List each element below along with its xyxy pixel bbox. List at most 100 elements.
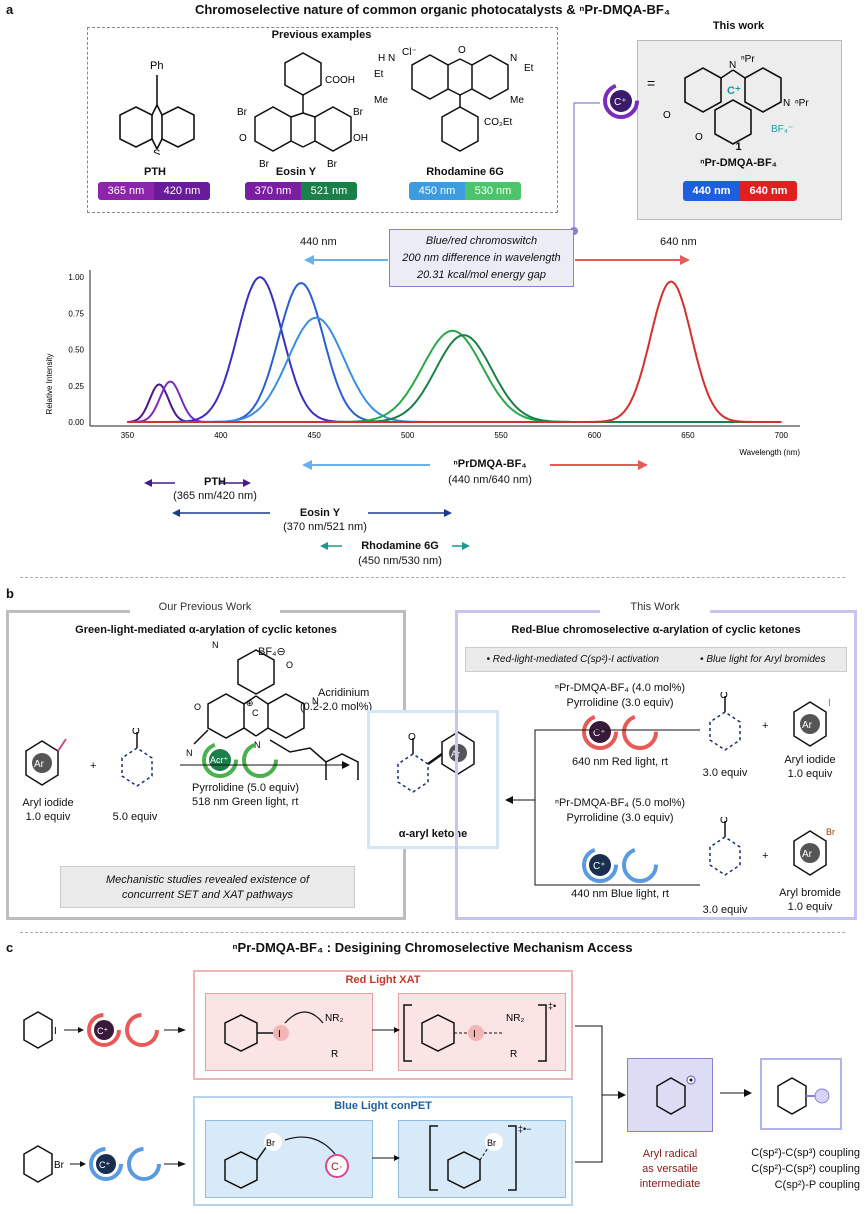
eosin-w1: 370 nm	[245, 182, 301, 200]
panel-b-letter: b	[6, 586, 14, 601]
compound-number: 1	[735, 141, 742, 153]
aryl-iodide-structure: Ar	[25, 738, 67, 786]
svg-text:Et: Et	[374, 69, 384, 80]
eosin-w2: 521 nm	[301, 182, 357, 200]
svg-text:Cl⁻: Cl⁻	[402, 47, 417, 58]
this-work-bullets: • Red-light-mediated C(sp²)-I activation…	[465, 647, 847, 672]
pth-name: PTH	[144, 166, 166, 178]
svg-text:C: C	[252, 708, 259, 718]
red-r: R	[331, 1049, 338, 1060]
range-rhodamine-name: Rhodamine 6G	[361, 540, 439, 552]
svg-text:Br: Br	[353, 107, 364, 118]
svg-text:Me: Me	[510, 95, 524, 106]
mech-note-1: Mechanistic studies revealed existence o…	[106, 874, 309, 886]
chart-x-tick: 350	[121, 431, 135, 440]
red-step-1-drawing: I NR₂ R	[224, 1011, 343, 1060]
pth-w1: 365 nm	[98, 182, 154, 200]
range-eosin-sub: (370 nm/521 nm)	[283, 521, 367, 533]
svg-text:O: O	[194, 702, 201, 712]
chart-y-tick: 0.50	[68, 346, 84, 355]
panel-a-letter: a	[6, 2, 14, 17]
iodide-start-row: I C⁺	[23, 1011, 186, 1049]
ketone-eq: 5.0 equiv	[112, 811, 158, 823]
range-rhodamine-sub: (450 nm/530 nm)	[358, 555, 442, 567]
plus-sign-2: +	[762, 720, 769, 732]
svg-text:N: N	[254, 740, 261, 750]
svg-text:O: O	[239, 133, 247, 144]
npr-top-label: ⁿPr	[741, 54, 755, 65]
range-arrows	[144, 460, 648, 550]
prev-reaction-arrow	[180, 761, 350, 769]
range-pth-name: PTH	[204, 476, 226, 488]
blue-br-atom: Br	[266, 1138, 275, 1148]
divider-b-c	[20, 932, 845, 933]
npr-side-label: ⁿPr	[795, 98, 809, 109]
blue-aryl-eq: 1.0 equiv	[787, 901, 833, 913]
chart-x-tick: 600	[588, 431, 602, 440]
equals-sign: =	[647, 75, 655, 91]
cyclic-ketone-structure: O	[121, 728, 153, 787]
rhodamine-structure: H N Cl⁻ Et Me O N Et Me CO₂Et	[374, 45, 534, 152]
previous-work-tag: Our Previous Work	[130, 601, 280, 613]
svg-text:Me: Me	[374, 95, 388, 106]
converging-arrows	[372, 1025, 626, 1163]
aryl-radical-box	[627, 1058, 713, 1132]
blue-br-label: Br	[826, 827, 835, 837]
svg-text:O: O	[458, 45, 466, 56]
svg-text:O: O	[663, 110, 671, 121]
spectrum-series-line	[127, 316, 782, 423]
spectrum-series-line	[127, 280, 782, 423]
svg-text:N: N	[312, 696, 319, 706]
acridinium-label: Acridinium	[318, 687, 370, 699]
svg-text:Br: Br	[237, 107, 248, 118]
previous-examples-title: Previous examples	[271, 29, 372, 41]
blue-conpet-title: Blue Light conPET	[334, 1100, 432, 1112]
bf4-label: BF₄⁻	[771, 124, 793, 135]
panel-a-title: Chromoselective nature of common organic…	[194, 2, 671, 17]
chart-x-tick: 450	[308, 431, 322, 440]
red-i-atom: I	[278, 1029, 281, 1040]
coupling-list: C(sp²)-C(sp³) coupling C(sp²)-C(sp²) cou…	[724, 1145, 860, 1193]
acridinium-structure: N ⊕ C N N N O O	[186, 640, 359, 780]
svg-text:C⁺: C⁺	[99, 1160, 110, 1170]
blue-aryl-label: Aryl bromide	[779, 887, 841, 899]
rhodamine-name: Rhodamine 6G	[426, 166, 504, 178]
svg-text:NR₂: NR₂	[506, 1013, 524, 1024]
arrow-640-label: 640 nm	[660, 236, 697, 248]
this-w1: 440 nm	[683, 181, 740, 201]
eosin-wavelength-badge: 370 nm 521 nm	[245, 182, 357, 200]
coupling-product-drawing	[777, 1077, 830, 1115]
radical-to-product-arrow	[720, 1089, 752, 1097]
previous-work-title: Green-light-mediated α-arylation of cycl…	[75, 624, 337, 636]
this-work-b-title: Red-Blue chromoselective α-arylation of …	[511, 624, 801, 636]
cplus-label: C⁺	[727, 85, 741, 97]
svg-text:R: R	[510, 1049, 517, 1060]
svg-text:Br: Br	[327, 159, 338, 170]
blue-pyrrolidine: Pyrrolidine (3.0 equiv)	[566, 812, 674, 824]
coupling-3: C(sp²)-P coupling	[774, 1179, 860, 1191]
emission-spectrum-chart: 350 400 450 500 550 600 650 700 0.00 0.25 0.50 0.75…	[45, 270, 800, 457]
product-label: α-aryl ketone	[398, 828, 468, 840]
svg-text:N: N	[212, 640, 219, 650]
divider-a-b	[20, 577, 845, 578]
svg-text:S: S	[153, 148, 160, 155]
pth-wavelength-badge: 365 nm 420 nm	[98, 182, 210, 200]
svg-text:O: O	[695, 132, 703, 143]
svg-text:CO₂Et: CO₂Et	[484, 117, 513, 128]
blue-step-2-drawing: Br ‡•−	[429, 1124, 531, 1191]
spectrum-series-line	[127, 276, 782, 423]
red-ketone-structure: O	[709, 692, 741, 751]
svg-text:COOH: COOH	[325, 75, 355, 86]
pth-structure: Ph S	[119, 60, 195, 155]
svg-text:O: O	[720, 692, 728, 701]
eosin-structure: COOH Br Br O OH Br Br	[237, 52, 368, 170]
blue-step-1-drawing: Br C·	[224, 1133, 349, 1189]
svg-text:N: N	[510, 53, 517, 64]
acridinium-loading: (0.2-2.0 mol%)	[300, 701, 373, 713]
svg-text:C⁺: C⁺	[97, 1026, 108, 1036]
this-w2: 640 nm	[740, 181, 797, 201]
product-box	[367, 710, 499, 849]
red-dagger: ‡•	[548, 1001, 556, 1011]
svg-text:O: O	[408, 732, 416, 743]
aryl-radical-drawing	[656, 1075, 696, 1115]
